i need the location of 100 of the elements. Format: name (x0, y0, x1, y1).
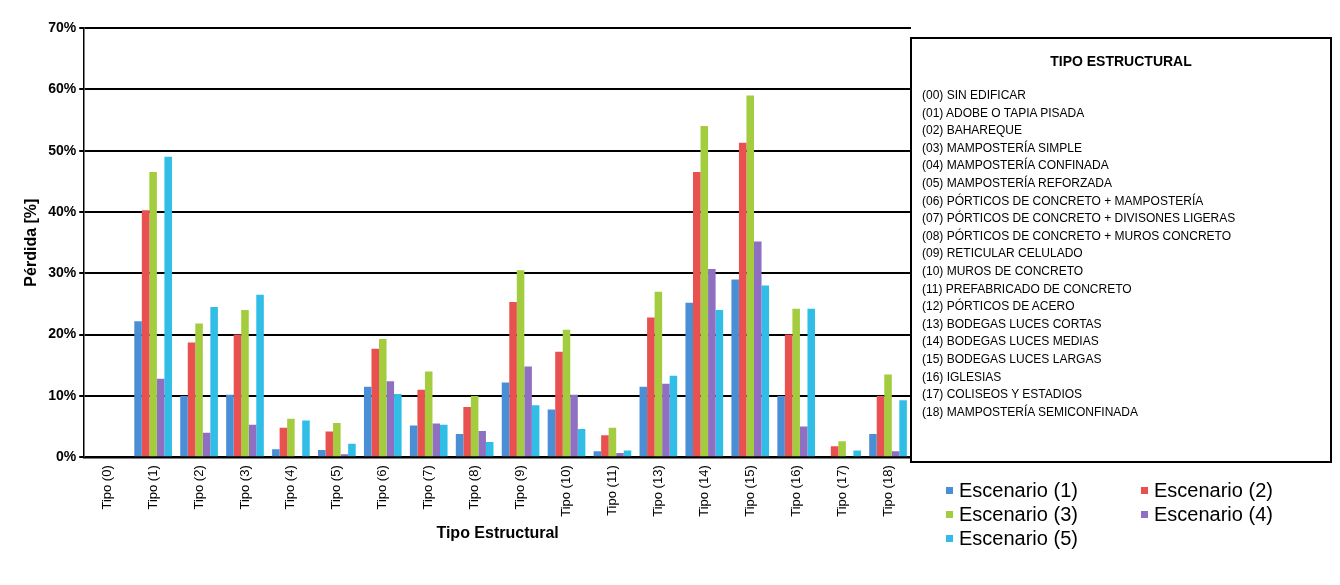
bar (440, 424, 448, 457)
bar (363, 386, 372, 457)
y-axis-title: Pérdida [%] (22, 198, 40, 287)
bar (279, 427, 288, 457)
y-tick-label: 60% (48, 80, 77, 97)
bar (884, 374, 892, 457)
bar (715, 310, 724, 457)
x-tick-label: Tipo (16) (787, 465, 803, 517)
bar (555, 351, 563, 457)
x-tick-label: Tipo (3) (236, 465, 252, 510)
bar (164, 156, 172, 457)
legend-label: Escenario (3) (959, 502, 1078, 526)
bar (639, 386, 648, 457)
bar (570, 394, 578, 457)
bar (325, 431, 334, 457)
bar (501, 382, 510, 457)
bar (379, 338, 387, 457)
bar (784, 334, 793, 457)
y-tick-label: 50% (48, 141, 77, 158)
x-tick-label: Tipo (17) (833, 465, 849, 517)
x-tick-label: Tipo (6) (374, 465, 390, 510)
x-tick-label: Tipo (18) (879, 465, 895, 517)
bar (731, 279, 739, 457)
bar (807, 308, 815, 457)
text: (16) IGLESIAS (922, 368, 1003, 386)
bar (386, 381, 395, 457)
bar (593, 451, 602, 457)
bar (830, 446, 839, 457)
bar (608, 427, 617, 457)
bar (149, 172, 157, 457)
text: (13) BODEGAS LUCES CORTAS (922, 315, 1103, 333)
y-tick-label: 20% (48, 325, 77, 342)
legend-label: Escenario (5) (959, 526, 1078, 550)
text: (02) BAHAREQUE (922, 122, 1024, 140)
x-tick-label: Tipo (5) (328, 465, 344, 510)
bar (516, 270, 525, 457)
bar (233, 334, 242, 457)
bar (210, 307, 218, 457)
y-tick-label: 10% (48, 386, 77, 403)
legend-label: Escenario (1) (959, 478, 1078, 502)
bar (424, 371, 433, 457)
bar (754, 241, 762, 457)
y-tick-label: 40% (48, 202, 77, 219)
bar (417, 389, 425, 457)
text: (00) SIN EDIFICAR (922, 87, 1027, 104)
x-axis-title: Tipo Estructural (436, 523, 559, 541)
bar (700, 126, 709, 457)
text: (12) PÓRTICOS DE ACERO (922, 298, 1076, 316)
bar (738, 142, 747, 457)
bar (287, 418, 295, 457)
text: (09) RETICULAR CELULADO (922, 245, 1084, 263)
x-tick-label: Tipo (2) (190, 465, 206, 510)
bar (792, 308, 800, 457)
bar (180, 395, 188, 457)
bar (777, 395, 785, 457)
bar (272, 449, 280, 457)
y-tick-label: 0% (55, 448, 77, 465)
bar (509, 302, 517, 457)
text: (10) MUROS DE CONCRETO (922, 262, 1085, 280)
bar (248, 424, 257, 457)
y-tick-label: 70% (48, 18, 77, 35)
x-tick-label: Tipo (10) (558, 465, 574, 517)
bar (869, 433, 877, 457)
x-tick-label: Tipo (13) (649, 465, 665, 517)
x-tick-label: Tipo (8) (466, 465, 482, 510)
bar (333, 422, 341, 457)
text: (05) MAMPOSTERÍA REFORZADA (922, 174, 1114, 192)
text: (08) PÓRTICOS DE CONCRETO + MUROS CONCRETO (922, 227, 1233, 245)
bar (799, 426, 808, 457)
legend-label: Escenario (4) (1154, 502, 1273, 526)
bar (348, 443, 356, 457)
x-tick-label: Tipo (15) (741, 465, 757, 517)
bar (891, 451, 900, 457)
text: (15) BODEGAS LUCES LARGAS (922, 350, 1103, 368)
bar (524, 366, 532, 457)
text: (04) MAMPOSTERÍA CONFINADA (922, 157, 1110, 175)
bar (141, 210, 150, 457)
bar (899, 400, 907, 457)
bar (470, 395, 479, 457)
bar (547, 409, 556, 457)
bar (455, 433, 464, 457)
text: (14) BODEGAS LUCES MEDIAS (922, 333, 1100, 351)
x-tick-label: Tipo (4) (282, 465, 298, 510)
x-tick-label: Tipo (11) (604, 465, 620, 516)
bar (187, 342, 196, 457)
bar (577, 429, 586, 457)
bar (562, 329, 571, 457)
bar (685, 302, 694, 457)
bar (647, 317, 655, 457)
text: (18) MAMPOSTERÍA SEMICONFINADA (922, 403, 1140, 421)
bar (256, 294, 264, 457)
bar (853, 450, 861, 457)
bar (432, 423, 441, 457)
text: (01) ADOBE O TAPIA PISADA (922, 104, 1086, 122)
bar (746, 95, 754, 457)
bar (838, 441, 846, 457)
bar (302, 420, 310, 457)
x-tick-label: Tipo (7) (420, 465, 436, 510)
bar (485, 441, 494, 457)
bar (616, 452, 624, 457)
